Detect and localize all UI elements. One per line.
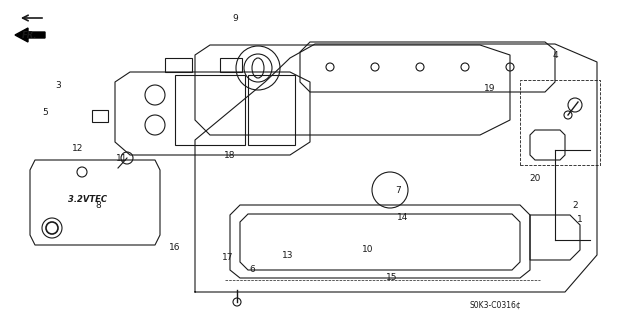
Text: S0K3-C0316¢: S0K3-C0316¢ <box>469 300 521 309</box>
Text: 18: 18 <box>225 150 236 159</box>
Text: 6: 6 <box>249 266 255 275</box>
Text: 12: 12 <box>72 143 84 153</box>
Text: 20: 20 <box>530 173 541 182</box>
Text: 3.2VTEC: 3.2VTEC <box>68 195 107 204</box>
Text: 9: 9 <box>232 13 238 22</box>
Text: 5: 5 <box>42 108 48 116</box>
Text: 4: 4 <box>552 51 558 60</box>
Text: 19: 19 <box>484 84 496 92</box>
Text: 11: 11 <box>116 154 128 163</box>
Text: 2: 2 <box>572 201 578 210</box>
Text: 7: 7 <box>395 186 401 195</box>
Text: 13: 13 <box>282 251 294 260</box>
Polygon shape <box>15 28 45 42</box>
Text: 14: 14 <box>398 213 409 222</box>
Text: FR.: FR. <box>22 31 38 40</box>
Text: 3: 3 <box>55 81 61 90</box>
Text: 16: 16 <box>169 244 181 252</box>
Text: 1: 1 <box>577 215 583 225</box>
Text: 17: 17 <box>222 253 234 262</box>
Text: 8: 8 <box>95 201 101 210</box>
Text: 10: 10 <box>362 245 374 254</box>
Text: 15: 15 <box>386 274 398 283</box>
